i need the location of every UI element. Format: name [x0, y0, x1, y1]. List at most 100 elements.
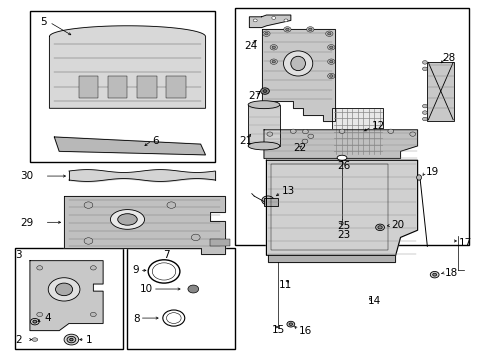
- Ellipse shape: [48, 278, 80, 301]
- Ellipse shape: [70, 338, 73, 341]
- Ellipse shape: [247, 142, 279, 150]
- Text: 23: 23: [336, 230, 350, 240]
- Bar: [127, 248, 234, 348]
- Ellipse shape: [56, 283, 73, 296]
- Ellipse shape: [166, 313, 181, 323]
- Text: 26: 26: [336, 161, 350, 171]
- Polygon shape: [267, 255, 394, 262]
- Text: 28: 28: [441, 53, 454, 63]
- Ellipse shape: [429, 271, 438, 278]
- Ellipse shape: [307, 134, 313, 138]
- Ellipse shape: [263, 90, 266, 93]
- Ellipse shape: [84, 238, 93, 244]
- Polygon shape: [64, 196, 224, 253]
- Ellipse shape: [375, 224, 384, 230]
- Text: 24: 24: [244, 41, 257, 50]
- Text: 1: 1: [86, 334, 92, 345]
- Ellipse shape: [283, 27, 290, 32]
- Text: 14: 14: [367, 296, 380, 306]
- Ellipse shape: [284, 19, 287, 22]
- Text: 15: 15: [271, 325, 284, 335]
- Ellipse shape: [187, 285, 198, 293]
- Bar: [331, 108, 383, 155]
- Ellipse shape: [152, 263, 175, 280]
- Text: 13: 13: [281, 186, 294, 197]
- Ellipse shape: [327, 32, 330, 35]
- Ellipse shape: [308, 28, 311, 31]
- Ellipse shape: [247, 101, 279, 109]
- Bar: [15, 248, 122, 348]
- Ellipse shape: [269, 59, 277, 64]
- Polygon shape: [30, 261, 103, 330]
- Text: 22: 22: [293, 143, 306, 153]
- Ellipse shape: [306, 27, 313, 32]
- Bar: [234, 8, 468, 244]
- Text: 8: 8: [133, 314, 139, 324]
- Bar: [108, 76, 127, 98]
- Text: 9: 9: [132, 265, 139, 275]
- Ellipse shape: [422, 104, 427, 108]
- Ellipse shape: [387, 129, 393, 134]
- Polygon shape: [264, 130, 417, 158]
- Ellipse shape: [264, 32, 267, 35]
- Ellipse shape: [422, 67, 427, 71]
- Text: 3: 3: [15, 250, 22, 260]
- Ellipse shape: [118, 214, 137, 225]
- Ellipse shape: [290, 56, 305, 71]
- Ellipse shape: [416, 175, 421, 180]
- Text: 2: 2: [15, 334, 22, 345]
- Bar: [79, 76, 98, 98]
- Bar: [30, 12, 215, 162]
- Polygon shape: [266, 160, 417, 255]
- Polygon shape: [49, 26, 205, 108]
- Text: 21: 21: [239, 136, 252, 145]
- Text: 11: 11: [278, 280, 291, 290]
- Ellipse shape: [64, 334, 79, 345]
- Ellipse shape: [283, 51, 312, 76]
- Ellipse shape: [33, 320, 37, 323]
- Ellipse shape: [329, 75, 332, 77]
- Text: 6: 6: [152, 136, 158, 145]
- Ellipse shape: [90, 312, 96, 317]
- Ellipse shape: [67, 336, 76, 343]
- Ellipse shape: [302, 130, 308, 134]
- Ellipse shape: [271, 60, 275, 63]
- Ellipse shape: [260, 88, 269, 94]
- Text: 12: 12: [371, 121, 385, 131]
- Ellipse shape: [336, 155, 346, 160]
- Ellipse shape: [327, 45, 334, 50]
- Ellipse shape: [327, 73, 334, 79]
- Bar: [427, 62, 453, 121]
- Text: 29: 29: [20, 218, 33, 228]
- Ellipse shape: [37, 266, 42, 270]
- Ellipse shape: [262, 31, 269, 36]
- Text: 18: 18: [444, 267, 457, 278]
- Ellipse shape: [377, 226, 382, 229]
- Ellipse shape: [422, 60, 427, 64]
- Bar: [271, 164, 387, 250]
- Ellipse shape: [290, 129, 296, 134]
- Ellipse shape: [84, 202, 93, 208]
- Ellipse shape: [286, 321, 294, 327]
- Ellipse shape: [269, 45, 277, 50]
- Ellipse shape: [285, 28, 288, 31]
- Ellipse shape: [329, 46, 332, 49]
- Ellipse shape: [253, 19, 257, 22]
- Ellipse shape: [325, 31, 332, 36]
- Text: 19: 19: [425, 167, 438, 177]
- Ellipse shape: [432, 273, 436, 276]
- Ellipse shape: [288, 323, 292, 325]
- Text: 10: 10: [140, 284, 152, 294]
- Ellipse shape: [271, 17, 275, 19]
- Ellipse shape: [261, 196, 273, 205]
- Ellipse shape: [110, 210, 144, 229]
- Ellipse shape: [329, 60, 332, 63]
- Ellipse shape: [422, 117, 427, 121]
- Ellipse shape: [30, 319, 39, 325]
- Ellipse shape: [302, 139, 307, 143]
- Text: 17: 17: [458, 238, 471, 248]
- Bar: [248, 105, 280, 146]
- Bar: [137, 76, 157, 98]
- Text: 7: 7: [163, 250, 169, 260]
- Polygon shape: [54, 137, 205, 155]
